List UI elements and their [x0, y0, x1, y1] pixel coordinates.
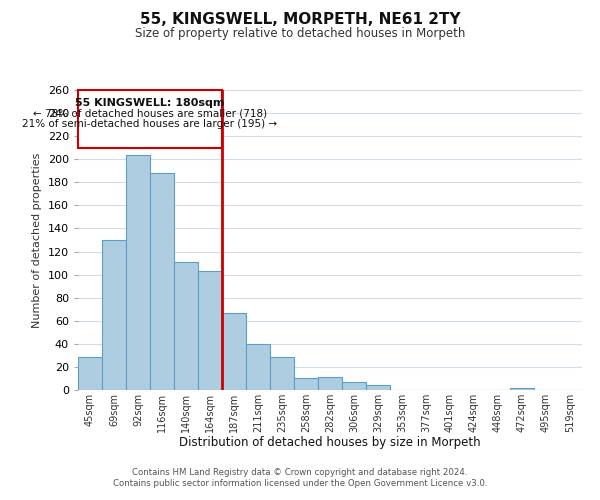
Bar — [294, 378, 318, 390]
Bar — [198, 271, 222, 390]
Bar — [174, 262, 198, 390]
Text: ← 78% of detached houses are smaller (718): ← 78% of detached houses are smaller (71… — [33, 108, 267, 118]
Text: Distribution of detached houses by size in Morpeth: Distribution of detached houses by size … — [179, 436, 481, 449]
Bar — [126, 154, 150, 390]
Text: Size of property relative to detached houses in Morpeth: Size of property relative to detached ho… — [135, 28, 465, 40]
Bar — [270, 356, 294, 390]
FancyBboxPatch shape — [78, 90, 222, 148]
Text: Contains public sector information licensed under the Open Government Licence v3: Contains public sector information licen… — [113, 480, 487, 488]
Bar — [78, 356, 102, 390]
Text: 21% of semi-detached houses are larger (195) →: 21% of semi-detached houses are larger (… — [22, 119, 278, 129]
Y-axis label: Number of detached properties: Number of detached properties — [32, 152, 42, 328]
Bar — [342, 382, 366, 390]
Bar — [246, 344, 270, 390]
Bar — [366, 386, 390, 390]
Text: Contains HM Land Registry data © Crown copyright and database right 2024.: Contains HM Land Registry data © Crown c… — [132, 468, 468, 477]
Bar — [510, 388, 534, 390]
Bar — [102, 240, 126, 390]
Bar — [150, 173, 174, 390]
Text: 55 KINGSWELL: 180sqm: 55 KINGSWELL: 180sqm — [76, 98, 224, 108]
Text: 55, KINGSWELL, MORPETH, NE61 2TY: 55, KINGSWELL, MORPETH, NE61 2TY — [140, 12, 460, 28]
Bar — [318, 378, 342, 390]
Bar — [222, 312, 246, 390]
